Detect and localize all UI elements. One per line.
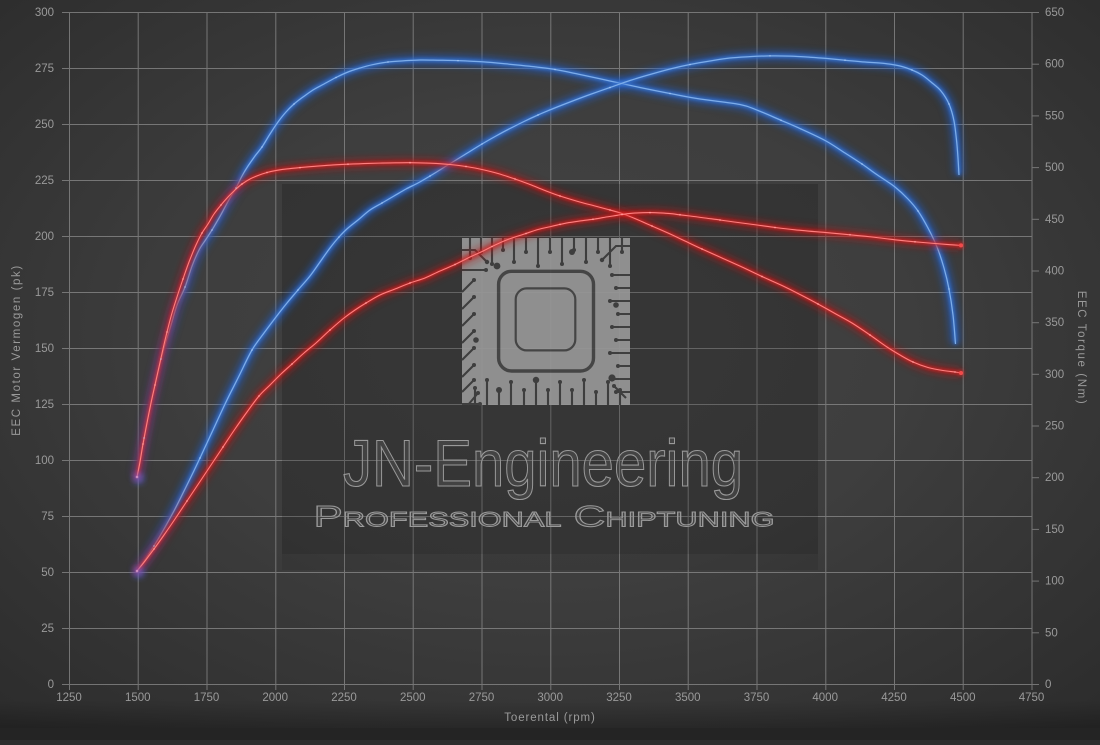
- svg-text:250: 250: [1045, 421, 1064, 433]
- svg-text:75: 75: [41, 511, 54, 523]
- svg-text:0: 0: [1045, 679, 1051, 691]
- svg-text:200: 200: [1045, 472, 1064, 484]
- svg-text:100: 100: [35, 455, 54, 467]
- svg-text:275: 275: [35, 63, 54, 75]
- svg-text:300: 300: [35, 7, 54, 19]
- svg-text:Professional Chiptuning: Professional Chiptuning: [314, 501, 775, 534]
- svg-text:50: 50: [1045, 627, 1058, 639]
- svg-text:4250: 4250: [881, 692, 907, 704]
- svg-text:2000: 2000: [262, 692, 288, 704]
- svg-text:3000: 3000: [537, 692, 563, 704]
- svg-text:4500: 4500: [950, 692, 976, 704]
- svg-text:150: 150: [35, 343, 54, 355]
- svg-text:2250: 2250: [331, 692, 357, 704]
- svg-text:50: 50: [41, 567, 54, 579]
- svg-text:EEC Torque (Nm): EEC Torque (Nm): [1075, 291, 1087, 406]
- svg-text:3250: 3250: [606, 692, 632, 704]
- svg-text:300: 300: [1045, 369, 1064, 381]
- svg-text:3750: 3750: [744, 692, 770, 704]
- svg-text:4000: 4000: [812, 692, 838, 704]
- svg-text:3500: 3500: [675, 692, 701, 704]
- svg-text:25: 25: [41, 623, 54, 635]
- svg-text:1250: 1250: [56, 692, 82, 704]
- svg-text:1750: 1750: [194, 692, 220, 704]
- svg-text:150: 150: [1045, 524, 1064, 536]
- svg-text:4750: 4750: [1019, 692, 1045, 704]
- svg-text:125: 125: [35, 399, 54, 411]
- svg-text:1500: 1500: [125, 692, 151, 704]
- svg-text:2500: 2500: [400, 692, 426, 704]
- svg-text:600: 600: [1045, 59, 1064, 71]
- svg-text:550: 550: [1045, 110, 1064, 122]
- svg-text:100: 100: [1045, 576, 1064, 588]
- svg-text:200: 200: [35, 231, 54, 243]
- svg-text:650: 650: [1045, 7, 1064, 19]
- svg-text:500: 500: [1045, 162, 1064, 174]
- svg-text:2750: 2750: [469, 692, 495, 704]
- svg-text:0: 0: [48, 679, 54, 691]
- svg-text:175: 175: [35, 287, 54, 299]
- svg-text:250: 250: [35, 119, 54, 131]
- svg-text:400: 400: [1045, 266, 1064, 278]
- svg-text:225: 225: [35, 175, 54, 187]
- svg-text:EEC Motor Vermogen (pk): EEC Motor Vermogen (pk): [11, 264, 23, 436]
- svg-text:Toerental (rpm): Toerental (rpm): [504, 712, 595, 724]
- svg-text:450: 450: [1045, 214, 1064, 226]
- svg-text:350: 350: [1045, 317, 1064, 329]
- svg-text:JN-Engineering: JN-Engineering: [343, 426, 743, 500]
